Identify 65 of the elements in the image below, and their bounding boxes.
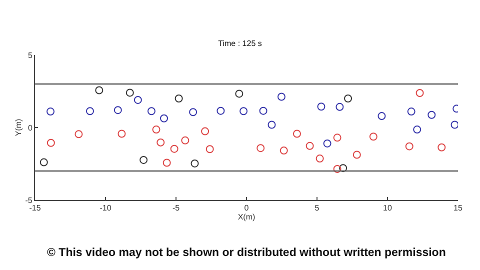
point (306, 142, 314, 150)
point (46, 108, 55, 116)
point (240, 107, 248, 116)
point (292, 130, 301, 138)
chart-title: Time : 125 s (218, 38, 262, 48)
point (323, 139, 332, 148)
point (428, 110, 436, 119)
point (162, 158, 171, 167)
point (46, 138, 55, 147)
point (134, 96, 142, 104)
x-tick-label: -15 (29, 204, 42, 213)
point (317, 102, 326, 111)
point (174, 94, 183, 102)
point (378, 112, 386, 120)
x-axis-title: X(m) (238, 212, 256, 222)
point (74, 130, 83, 138)
point (352, 150, 361, 159)
point (95, 86, 104, 94)
point (316, 154, 324, 163)
point (416, 88, 424, 97)
point (450, 120, 458, 129)
point (216, 106, 225, 115)
point (181, 136, 190, 144)
point (413, 126, 422, 134)
x-tick-label: 0 (244, 204, 250, 213)
point (336, 102, 344, 111)
point (147, 107, 156, 116)
point (201, 127, 210, 136)
point (86, 107, 94, 116)
point (333, 134, 342, 142)
x-tick-label: 10 (383, 204, 392, 213)
y-axis-title: Y(m) (14, 118, 23, 136)
point (114, 106, 122, 114)
point (118, 130, 126, 138)
point (344, 94, 352, 102)
point (333, 164, 342, 173)
point (156, 138, 165, 146)
point (189, 108, 198, 116)
point (206, 145, 214, 154)
text: © This video may not be shown or distributed without written permission (47, 247, 446, 259)
point (170, 144, 178, 153)
point (140, 156, 148, 164)
point (277, 92, 286, 101)
point (438, 143, 446, 152)
point (235, 90, 244, 98)
point (190, 159, 199, 168)
point (268, 120, 276, 129)
point (40, 158, 48, 166)
x-tick-label: -10 (100, 204, 112, 213)
point (369, 132, 378, 141)
x-tick-label: -5 (172, 204, 180, 213)
x-tick-label: 5 (314, 204, 320, 213)
point (407, 108, 416, 116)
point (280, 146, 288, 155)
y-tick-label: 5 (28, 50, 33, 60)
x-tick-label: 15 (454, 204, 463, 213)
y-tick-label: -5 (25, 196, 33, 205)
point (256, 144, 265, 152)
point (152, 126, 160, 134)
point (339, 164, 348, 172)
point (160, 114, 168, 122)
y-tick-label: 0 (28, 123, 33, 132)
point (405, 142, 414, 150)
point (126, 88, 134, 97)
point (259, 106, 268, 115)
